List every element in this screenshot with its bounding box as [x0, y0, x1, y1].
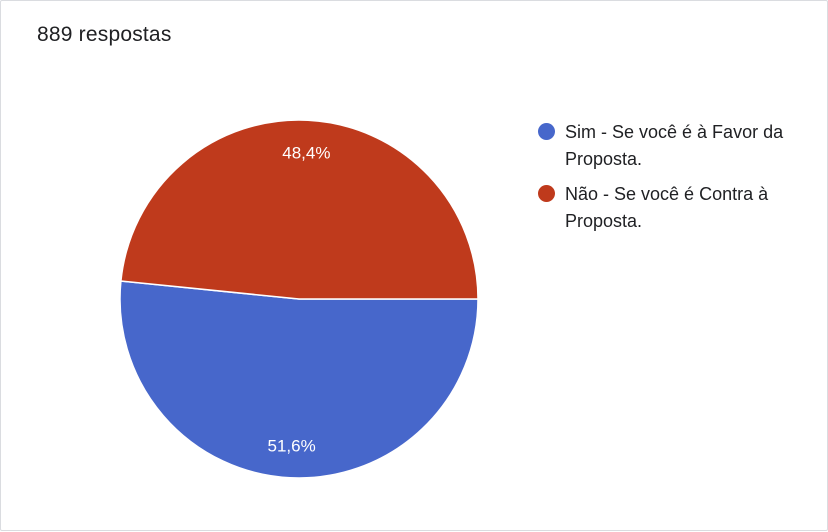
legend-swatch-nao	[538, 185, 555, 202]
pie-slice-label-1: 48,4%	[282, 143, 330, 162]
legend-item-nao[interactable]: Não - Se você é Contra à Proposta.	[538, 181, 798, 235]
legend-label-sim: Sim - Se você é à Favor da Proposta.	[565, 122, 784, 169]
legend-item-sim[interactable]: Sim - Se você é à Favor da Proposta.	[538, 119, 798, 173]
legend-label-nao: Não - Se você é Contra à Proposta.	[565, 184, 769, 231]
response-count: 889 respostas	[37, 23, 172, 46]
pie-slice-0[interactable]	[119, 280, 479, 479]
pie-slice-label-0: 51,6%	[268, 437, 316, 456]
legend-swatch-sim	[538, 123, 555, 140]
pie-slice-1[interactable]	[120, 119, 479, 300]
chart-legend: Sim - Se você é à Favor da Proposta. Não…	[538, 119, 798, 243]
